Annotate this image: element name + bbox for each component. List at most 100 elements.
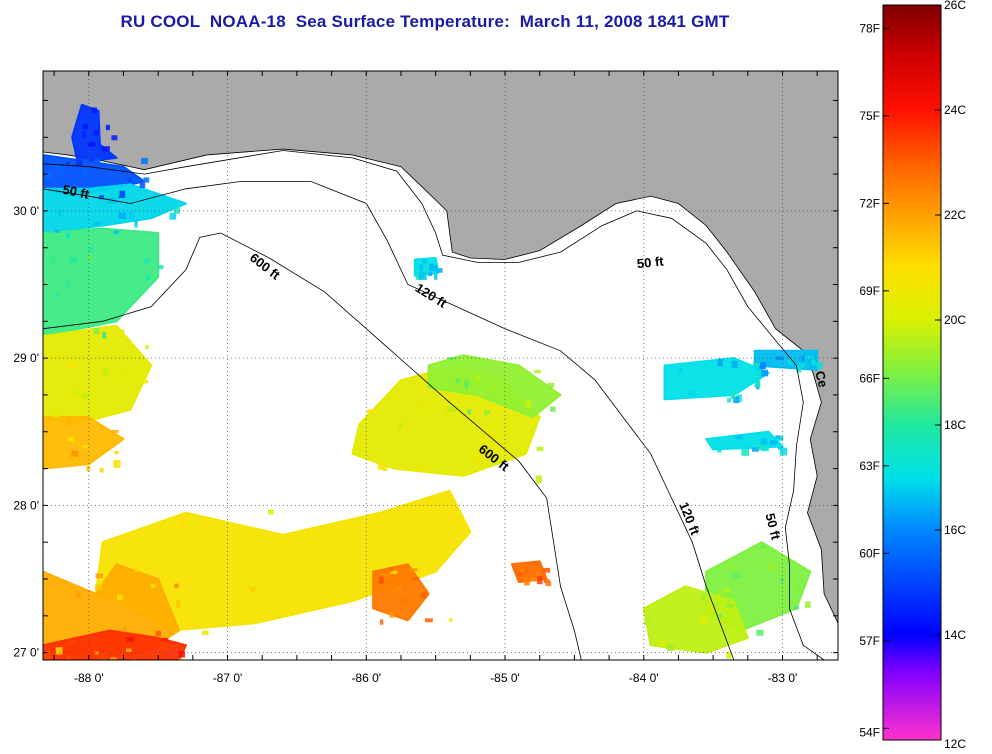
y-tick-label: 27 0' [13,646,39,660]
sst-speckle [134,567,138,573]
sst-speckle [389,611,394,618]
y-tick-label: 29 0' [13,351,39,365]
sst-speckle [111,135,118,141]
sst-speckle [475,392,484,397]
sst-speckle [250,586,256,593]
sst-speckle [644,620,650,625]
sst-speckle [731,360,738,368]
sst-speckle [66,232,70,238]
sst-speckle [487,432,495,439]
sst-speckle [751,447,759,452]
sst-speckle [52,410,61,418]
sst-speckle [490,383,495,391]
sst-speckle [733,396,740,404]
sst-speckle [88,246,94,252]
sst-speckle [57,352,66,358]
sst-speckle [106,561,113,565]
sst-speckle [93,221,101,226]
sst-speckle [753,362,760,367]
sst-speckle [804,601,811,608]
sst-speckle [141,157,148,165]
x-tick-label: -85 0' [490,671,520,685]
sst-speckle [54,229,60,233]
sst-speckle [736,394,742,403]
sst-speckle [811,359,816,366]
sst-speckle [116,594,123,601]
fahrenheit-label: 57F [859,634,880,648]
sst-speckle [94,651,99,655]
sst-speckle [520,569,524,574]
sst-speckle [150,584,156,589]
sst-speckle [105,124,110,131]
sst-speckle [798,363,805,368]
plot-frame [42,70,839,661]
sst-speckle [67,419,71,427]
sst-speckle [700,593,706,601]
y-tick-label: 30 0' [13,204,39,218]
sst-speckle [707,603,714,611]
sst-speckle [547,382,555,388]
sst-speckle [447,356,456,361]
sst-speckle [380,619,384,625]
sst-speckle [94,157,101,163]
sst-speckle [389,567,393,572]
celsius-label: 16C [944,523,966,537]
sst-speckle [761,369,769,377]
sst-speckle [464,380,469,389]
sst-speckle [483,409,491,416]
x-tick-label: -87 0' [213,671,243,685]
sst-speckle [522,569,528,574]
sst-speckle [467,409,472,415]
sst-speckle [114,450,119,455]
sst-speckle [99,195,104,200]
contour-label: Ce [812,369,831,389]
sst-patch-southwest-red [43,629,187,660]
sst-speckle [700,615,708,624]
sst-speckle [476,374,481,382]
sst-speckle [761,447,769,452]
sst-speckle [717,445,722,453]
x-tick-label: -88 0' [74,671,104,685]
sst-speckle [367,409,375,415]
sst-speckle [127,177,133,182]
sst-speckle [71,450,79,457]
celsius-label: 20C [944,313,966,327]
sst-speckle [95,584,103,591]
sst-speckle [178,651,185,658]
sst-speckle [419,272,427,281]
x-tick-label: -86 0' [351,671,381,685]
sst-speckle [805,355,814,360]
sst-speckle [162,637,169,642]
sst-speckle [82,444,89,449]
sst-speckle [688,390,696,397]
contour-label: 50 ft [762,512,783,542]
sst-speckle [435,268,439,273]
sst-speckle [537,576,543,585]
sst-speckle [741,449,749,456]
sst-speckle [111,429,119,433]
fahrenheit-label: 66F [859,371,880,385]
sst-speckle [55,647,63,655]
sst-speckle [455,378,461,384]
sst-speckle [816,361,823,369]
y-tick-label: 28 0' [13,498,39,512]
sst-speckle [756,629,764,636]
sst-speckle [735,435,743,440]
sst-speckle [98,652,107,660]
sst-speckle [113,459,121,468]
sst-speckle [68,640,76,645]
sst-speckle [757,444,766,451]
sst-speckle [513,566,518,572]
sst-speckle [58,209,62,217]
sst-speckle [756,369,761,377]
sst-speckle [717,358,723,367]
fahrenheit-label: 75F [859,109,880,123]
sst-speckle [143,177,150,183]
sst-speckle [79,159,88,164]
sst-speckle [730,391,735,400]
sst-speckle [84,117,89,123]
sst-speckle [69,256,78,263]
sst-speckle [769,440,778,445]
x-tick-label: -83 0' [768,671,798,685]
sst-speckle [396,585,402,590]
